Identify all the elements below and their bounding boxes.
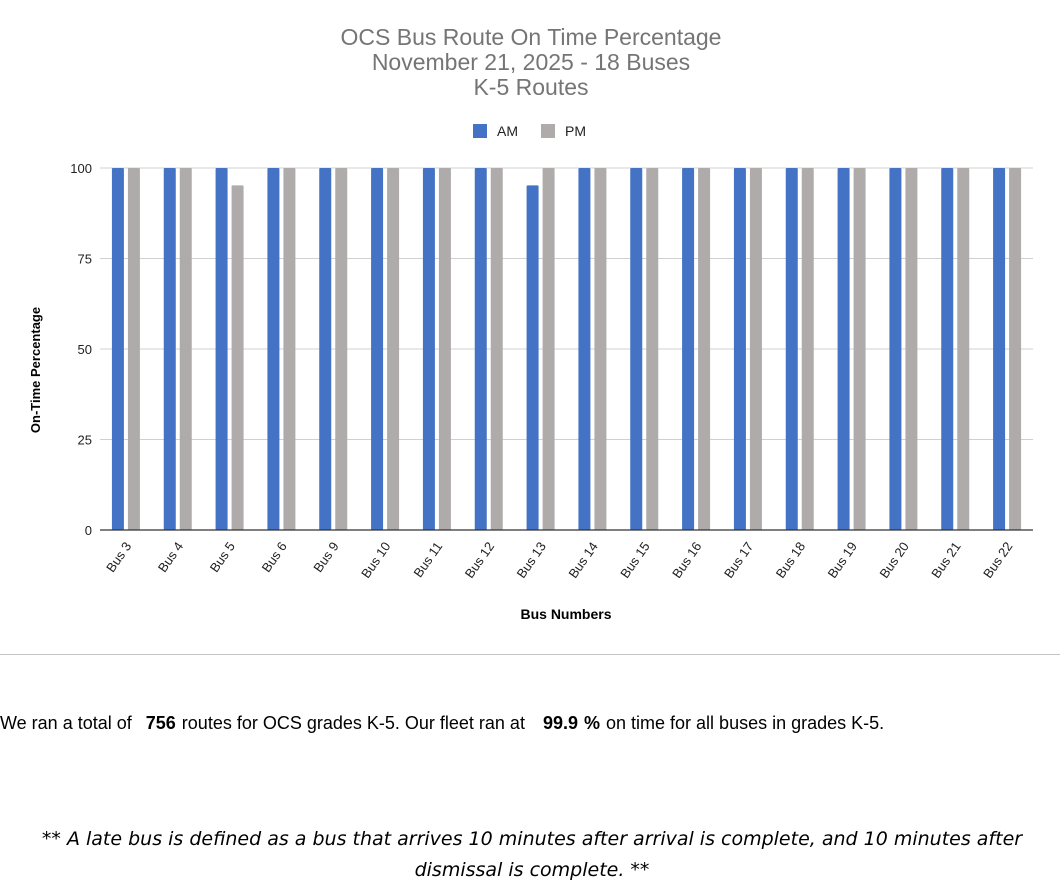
y-tick-label-0: 0 [85, 523, 92, 538]
x-tick-label-bus-20: Bus 20 [876, 539, 912, 581]
bar-pm-bus-13 [542, 168, 555, 530]
bar-pm-bus-9 [335, 168, 348, 530]
chart-title-line-3: K-5 Routes [473, 74, 588, 100]
chart-title-line-2: November 21, 2025 - 18 Buses [372, 49, 690, 75]
chart-title-line-1: OCS Bus Route On Time Percentage [341, 24, 722, 50]
bar-pm-bus-16 [698, 168, 711, 530]
bar-am-bus-12 [474, 168, 487, 530]
bar-am-bus-21 [941, 168, 954, 530]
legend-swatch-pm [541, 124, 555, 138]
y-tick-label-100: 100 [70, 161, 92, 176]
bar-pm-bus-22 [1009, 168, 1022, 530]
bar-am-bus-16 [682, 168, 695, 530]
bar-pm-bus-19 [853, 168, 866, 530]
x-tick-label-bus-9: Bus 9 [310, 539, 341, 575]
x-tick-label-bus-5: Bus 5 [207, 539, 238, 575]
y-tick-label-25: 25 [78, 433, 92, 448]
bar-am-bus-20 [889, 168, 902, 530]
total-routes-value: 756 [145, 713, 176, 733]
bar-pm-bus-11 [438, 168, 451, 530]
summary-text: We ran a total of 756 routes for OCS grade… [0, 713, 1060, 734]
x-tick-label-bus-12: Bus 12 [462, 539, 498, 581]
late-bus-footnote: ** A late bus is defined as a bus that a… [0, 824, 1060, 886]
bar-am-bus-5 [215, 168, 228, 530]
bar-am-bus-3 [111, 168, 124, 530]
bar-am-bus-14 [578, 168, 591, 530]
summary-part-3: on time for all buses in grades K-5. [606, 713, 885, 733]
x-tick-label-bus-14: Bus 14 [565, 539, 601, 581]
x-tick-label-bus-19: Bus 19 [825, 539, 861, 581]
bar-pm-bus-10 [387, 168, 400, 530]
x-tick-label-bus-18: Bus 18 [773, 539, 809, 581]
legend-swatch-am [473, 124, 487, 138]
x-tick-label-bus-21: Bus 21 [928, 539, 964, 581]
bar-pm-bus-5 [231, 185, 244, 530]
bar-am-bus-15 [630, 168, 643, 530]
bar-am-bus-22 [993, 168, 1006, 530]
bar-am-bus-11 [422, 168, 435, 530]
x-tick-label-bus-22: Bus 22 [980, 539, 1016, 581]
footnote-line-2: dismissal is complete. ** [414, 859, 650, 881]
footnote-line-1: ** A late bus is defined as a bus that a… [41, 828, 1023, 850]
bar-pm-bus-6 [283, 168, 296, 530]
bar-pm-bus-12 [490, 168, 503, 530]
x-tick-label-bus-6: Bus 6 [259, 539, 290, 575]
bar-pm-bus-18 [801, 168, 814, 530]
on-time-percent-value: 99.9 [542, 713, 578, 733]
bar-pm-bus-14 [594, 168, 607, 530]
summary-part-2: routes for OCS grades K-5. Our fleet ran… [181, 713, 525, 733]
legend-label-am: AM [497, 123, 518, 139]
bar-am-bus-10 [371, 168, 384, 530]
bar-pm-bus-20 [905, 168, 918, 530]
summary-part-1: We ran a total of [0, 713, 132, 733]
y-axis-title: On-Time Percentage [28, 307, 43, 433]
x-tick-label-bus-15: Bus 15 [617, 539, 653, 581]
x-tick-label-bus-13: Bus 13 [514, 539, 550, 581]
x-axis-title: Bus Numbers [520, 606, 611, 622]
bar-pm-bus-17 [749, 168, 762, 530]
y-tick-label-50: 50 [78, 342, 92, 357]
bar-am-bus-6 [267, 168, 280, 530]
bar-am-bus-13 [526, 185, 539, 530]
x-tick-label-bus-4: Bus 4 [155, 539, 186, 575]
bar-am-bus-19 [837, 168, 850, 530]
bar-am-bus-4 [163, 168, 176, 530]
section-divider [0, 654, 1060, 655]
x-tick-label-bus-3: Bus 3 [103, 539, 134, 575]
bar-am-bus-18 [785, 168, 798, 530]
y-tick-label-75: 75 [78, 252, 92, 267]
x-tick-label-bus-17: Bus 17 [721, 539, 757, 581]
bar-pm-bus-21 [957, 168, 970, 530]
bar-chart: OCS Bus Route On Time PercentageNovember… [28, 24, 1033, 622]
x-tick-label-bus-10: Bus 10 [358, 539, 394, 581]
x-tick-label-bus-16: Bus 16 [669, 539, 705, 581]
bar-pm-bus-4 [179, 168, 192, 530]
legend-label-pm: PM [565, 123, 586, 139]
bar-pm-bus-3 [127, 168, 140, 530]
percent-sign: % [584, 713, 601, 733]
x-tick-label-bus-11: Bus 11 [410, 539, 445, 580]
bar-am-bus-9 [319, 168, 332, 530]
bar-am-bus-17 [733, 168, 746, 530]
bar-pm-bus-15 [646, 168, 659, 530]
